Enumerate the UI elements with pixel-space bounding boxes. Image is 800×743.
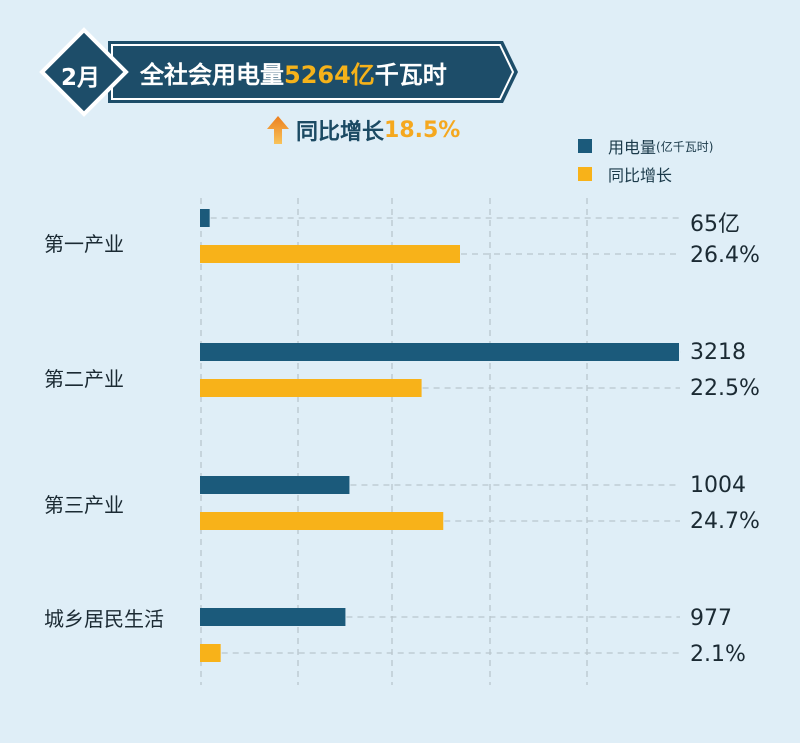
headline-post: 千瓦时 (374, 61, 447, 89)
bar-usage-tertiary (200, 476, 350, 494)
bar-usage-residential (200, 608, 346, 626)
category-label-tertiary: 第三产业 (44, 493, 124, 517)
legend-item-growth: 同比增长 (578, 162, 672, 186)
legend-label-growth: 同比增长 (608, 166, 673, 185)
bar-usage-secondary (200, 343, 679, 361)
growth-summary: 同比增长 18.5% (266, 114, 460, 146)
header-banner (39, 27, 518, 117)
value-label-usage-tertiary: 1004 (690, 473, 746, 498)
title-ribbon (108, 41, 518, 103)
legend-item-usage: 用电量 (亿千瓦时) (578, 134, 713, 158)
title-ribbon-border (111, 44, 515, 100)
value-label-growth-tertiary: 24.7% (690, 509, 760, 534)
month-badge (39, 27, 129, 117)
bar-usage-primary (200, 209, 210, 227)
value-label-usage-residential: 977 (690, 606, 732, 631)
month-label: 2月 (61, 65, 101, 91)
headline-value: 5264亿 (284, 61, 375, 89)
legend-label-usage: 用电量 (608, 138, 657, 157)
value-label-usage-secondary: 3218 (690, 340, 746, 365)
value-label-growth-secondary: 22.5% (690, 376, 760, 401)
value-label-growth-primary: 26.4% (690, 243, 760, 268)
legend-swatch-growth (578, 167, 592, 181)
up-arrow-icon (267, 116, 289, 144)
headline: 全社会用电量5264亿千瓦时 (140, 55, 447, 90)
bar-growth-primary (200, 245, 460, 263)
value-label-growth-residential: 2.1% (690, 642, 746, 667)
category-label-secondary: 第二产业 (44, 367, 124, 391)
bar-growth-tertiary (200, 512, 444, 530)
growth-value: 18.5% (384, 117, 461, 143)
category-label-residential: 城乡居民生活 (44, 607, 164, 631)
legend-unit-usage: (亿千瓦时) (656, 139, 714, 154)
legend-swatch-usage (578, 139, 592, 153)
category-label-primary: 第一产业 (44, 232, 124, 256)
bar-growth-secondary (200, 379, 422, 397)
bar-growth-residential (200, 644, 221, 662)
headline-pre: 全社会用电量 (140, 61, 284, 89)
value-label-usage-primary: 65亿 (690, 212, 740, 237)
growth-label: 同比增长 (296, 120, 385, 145)
